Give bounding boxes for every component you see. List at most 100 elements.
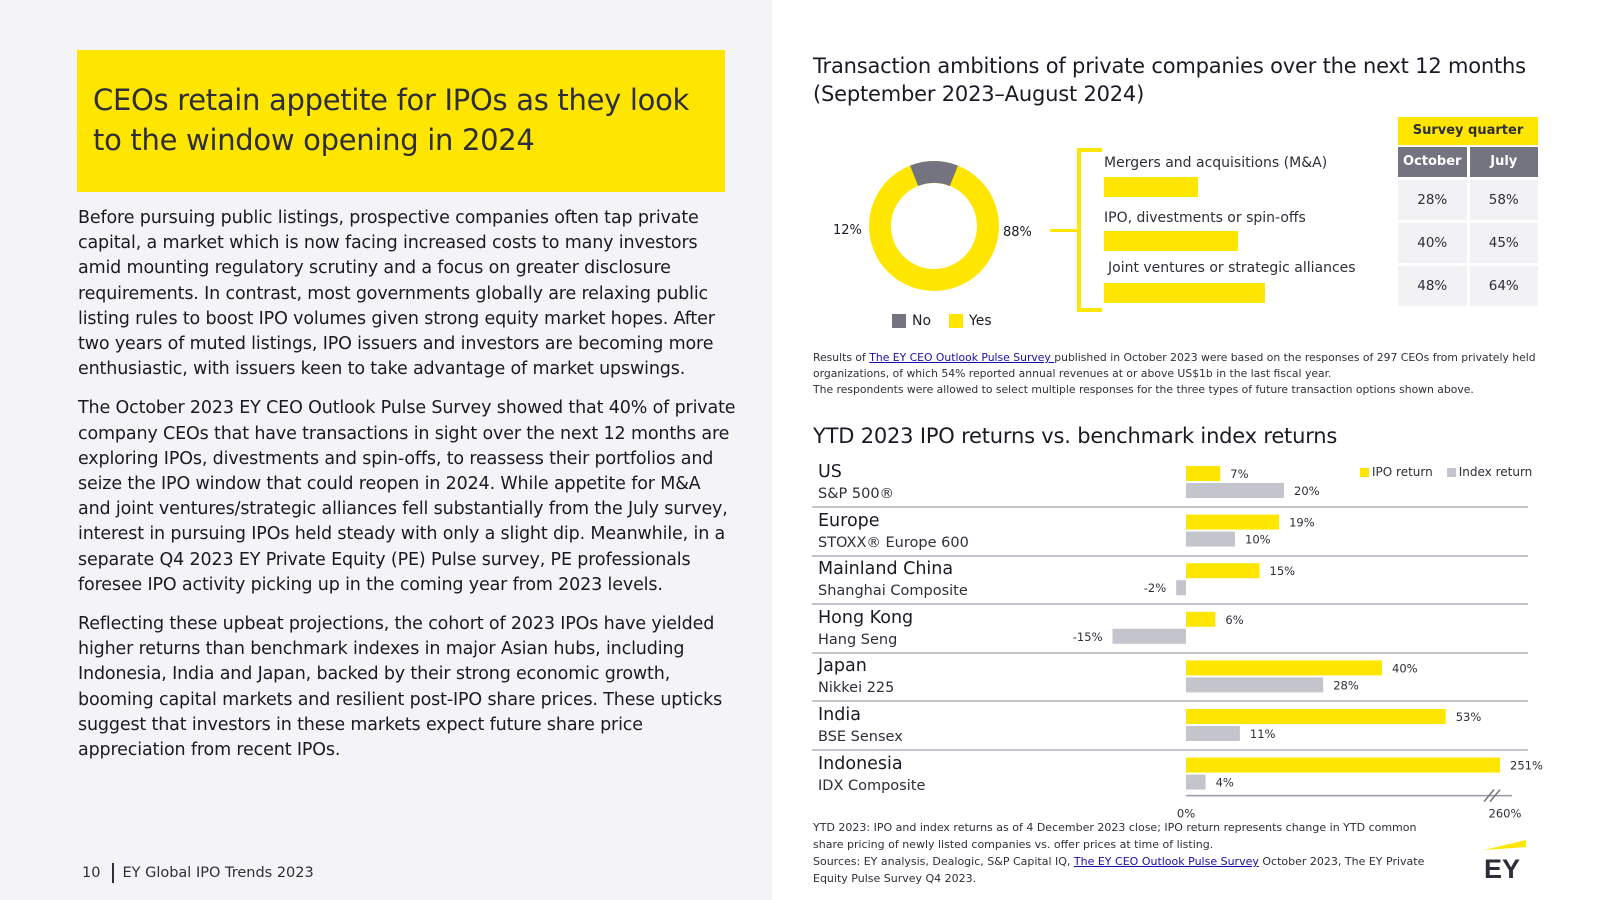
body-text: Before pursuing public listings, prospec…	[78, 206, 738, 777]
tx-label-ipo: IPO, divestments or spin-offs	[1104, 210, 1306, 226]
returns-legend: IPO return Index return	[1360, 465, 1532, 479]
row-separator	[812, 506, 1528, 508]
row-separator	[812, 554, 1528, 557]
bar-ipo-label: 251%	[1510, 759, 1543, 773]
row-market-label: India	[818, 705, 861, 725]
legend-no-swatch	[892, 314, 906, 328]
table-cell: 58%	[1469, 180, 1538, 220]
sources: Sources: EY analysis, Dealogic, S&P Capi…	[813, 854, 1433, 887]
tx-bar-ma	[1104, 177, 1198, 197]
donut-chart	[869, 161, 999, 291]
bar-index	[1186, 483, 1284, 498]
bar-index-label: 11%	[1250, 727, 1276, 741]
paragraph: Before pursuing public listings, prospec…	[78, 208, 715, 380]
bar-index-label: -2%	[1144, 581, 1166, 595]
tick-label-260: 260%	[1489, 807, 1522, 821]
survey-note: Results of The EY CEO Outlook Pulse Surv…	[813, 350, 1553, 398]
page-headline: CEOs retain appetite for IPOs as they lo…	[93, 83, 690, 157]
table-cell: 40%	[1398, 223, 1467, 263]
tx-label-jv: Joint ventures or strategic alliances	[1108, 260, 1356, 276]
legend-no-label: No	[912, 313, 932, 329]
headline-box: CEOs retain appetite for IPOs as they lo…	[77, 50, 725, 192]
bar-ipo	[1186, 709, 1446, 724]
bracket	[1077, 148, 1102, 312]
bar-index-label: 10%	[1245, 533, 1271, 547]
survey-link[interactable]: The EY CEO Outlook Pulse Survey	[869, 351, 1055, 364]
table-cell: 64%	[1469, 266, 1538, 306]
legend-yes-label: Yes	[969, 313, 992, 329]
survey-quarter-table: Survey quarter October July 28% 58% 40% …	[1398, 117, 1538, 306]
left-panel: CEOs retain appetite for IPOs as they lo…	[0, 0, 772, 900]
row-index-label: Hang Seng	[818, 631, 898, 648]
axis-break-mark	[1489, 789, 1501, 803]
bar-index	[1186, 726, 1240, 741]
row-market-label: US	[818, 462, 842, 482]
bar-ipo	[1186, 757, 1500, 773]
column-july: July	[1469, 147, 1538, 177]
donut-legend: No Yes	[892, 313, 1004, 329]
tick-label-0: 0%	[1177, 807, 1195, 821]
page-footer: 10 EY Global IPO Trends 2023	[82, 863, 314, 883]
ey-logo-beam	[1484, 840, 1526, 850]
page-number: 10	[82, 865, 101, 881]
row-market-label: Japan	[818, 656, 867, 677]
table-cell: 28%	[1398, 180, 1467, 220]
ey-logo: EY	[1484, 840, 1526, 880]
sources-prefix: Sources: EY analysis, Dealogic, S&P Capi…	[813, 855, 1074, 868]
survey-columns: October July	[1398, 147, 1538, 177]
row-market-label: Europe	[818, 510, 880, 531]
table-row: 28% 58%	[1398, 180, 1538, 220]
bar-ipo	[1186, 466, 1221, 481]
tx-bar-ipo	[1104, 231, 1238, 251]
axis-break-mark	[1483, 789, 1495, 803]
legend-yes: Yes	[949, 313, 992, 329]
paragraph: The October 2023 EY CEO Outlook Pulse Su…	[78, 398, 736, 595]
row-market-label: Indonesia	[818, 753, 903, 774]
legend-ipo-label: IPO return	[1372, 465, 1433, 479]
bar-ipo-label: 7%	[1230, 467, 1248, 481]
footer-divider	[112, 863, 115, 883]
legend-no: No	[892, 313, 931, 329]
note-rest: published in October 2023 were based on …	[813, 351, 1536, 380]
bar-ipo-label: 15%	[1270, 564, 1296, 578]
row-index-label: IDX Composite	[818, 777, 926, 794]
bar-ipo-label: 40%	[1392, 661, 1418, 675]
transaction-title: Transaction ambitions of private compani…	[813, 54, 1526, 106]
bar-index	[1176, 580, 1186, 596]
legend-index-swatch	[1446, 467, 1456, 477]
paragraph: Reflecting these upbeat projections, the…	[78, 614, 723, 761]
note-prefix: Results of	[813, 351, 870, 364]
bar-index	[1112, 628, 1186, 644]
row-separator	[812, 700, 1528, 703]
note-line2: The respondents were allowed to select m…	[813, 383, 1474, 396]
row-index-label: Nikkei 225	[818, 680, 895, 697]
bar-index	[1186, 677, 1324, 693]
bar-index	[1186, 774, 1206, 790]
row-market-label: Hong Kong	[818, 607, 914, 628]
row-market-label: Mainland China	[818, 559, 954, 580]
survey-quarter-header: Survey quarter	[1398, 117, 1538, 145]
bar-index	[1186, 531, 1235, 547]
legend-yes-swatch	[949, 314, 964, 328]
bar-index-label: 28%	[1333, 678, 1359, 692]
row-index-label: S&P 500®	[818, 486, 895, 502]
returns-notes: YTD 2023: IPO and index returns as of 4 …	[813, 821, 1417, 851]
bar-ipo-label: 53%	[1456, 710, 1482, 724]
row-separator	[812, 651, 1528, 654]
sources-link[interactable]: The EY CEO Outlook Pulse Survey	[1073, 855, 1259, 868]
bar-index-label: 20%	[1294, 484, 1320, 498]
bar-ipo-label: 19%	[1289, 516, 1315, 530]
ey-logo-text: EY	[1484, 854, 1520, 880]
row-index-label: BSE Sensex	[818, 729, 903, 745]
table-row: 40% 45%	[1398, 223, 1538, 263]
bar-ipo	[1186, 563, 1260, 579]
tx-label-ma: Mergers and acquisitions (M&A)	[1104, 155, 1328, 171]
donut-no-pct: 12%	[833, 223, 862, 238]
bar-ipo	[1186, 514, 1280, 530]
returns-title: YTD 2023 IPO returns vs. benchmark index…	[813, 424, 1338, 448]
legend-index-label: Index return	[1458, 465, 1533, 479]
column-october: October	[1398, 147, 1467, 177]
connector-line	[1050, 229, 1080, 232]
row-index-label: STOXX® Europe 600	[818, 534, 969, 551]
